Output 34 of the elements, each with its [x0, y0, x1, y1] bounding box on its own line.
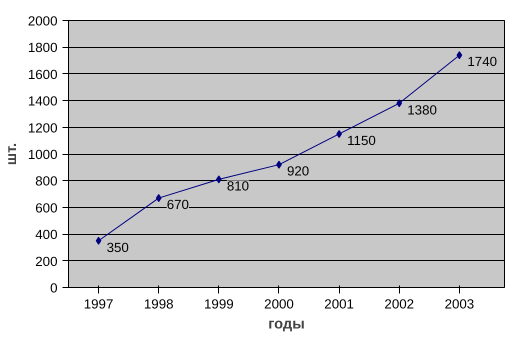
- data-label: 810: [226, 178, 250, 194]
- y-tick-label: 1400: [28, 94, 58, 109]
- y-tick-label: 0: [50, 280, 58, 296]
- y-tick-label: 1600: [28, 66, 58, 82]
- y-tick-label: 200: [35, 254, 58, 269]
- y-tick-label: 1200: [28, 120, 58, 136]
- y-tick-label: 1800: [28, 40, 58, 56]
- x-tick-label: 1997: [84, 296, 114, 312]
- x-tick-label: 2001: [324, 296, 354, 312]
- data-label: 920: [286, 164, 310, 179]
- x-axis-title: годы: [268, 316, 305, 332]
- point: [216, 175, 222, 184]
- x-tick-label: 2000: [264, 296, 294, 312]
- y-tick-label: 800: [35, 174, 58, 189]
- data-label: 670: [166, 197, 189, 212]
- x-tick-label: 2003: [444, 296, 474, 312]
- x-tick-label: 2002: [384, 296, 414, 312]
- point: [156, 194, 162, 202]
- y-axis-title: шт.: [4, 142, 20, 166]
- y-tick-label: 2000: [28, 14, 58, 28]
- data-label: 1740: [467, 54, 498, 70]
- data-label: 350: [106, 240, 129, 255]
- point: [276, 160, 282, 169]
- x-tick-label: 1999: [204, 296, 234, 312]
- point: [396, 99, 402, 108]
- point: [96, 236, 102, 245]
- y-tick-label: 600: [35, 200, 58, 216]
- point: [456, 51, 462, 60]
- y-tick-label: 400: [35, 227, 58, 242]
- y-tick-label: 1000: [28, 147, 58, 162]
- x-tick-label: 1998: [144, 296, 174, 312]
- data-label: 1150: [347, 132, 376, 148]
- point: [336, 130, 342, 138]
- data-label: 1380: [407, 102, 437, 118]
